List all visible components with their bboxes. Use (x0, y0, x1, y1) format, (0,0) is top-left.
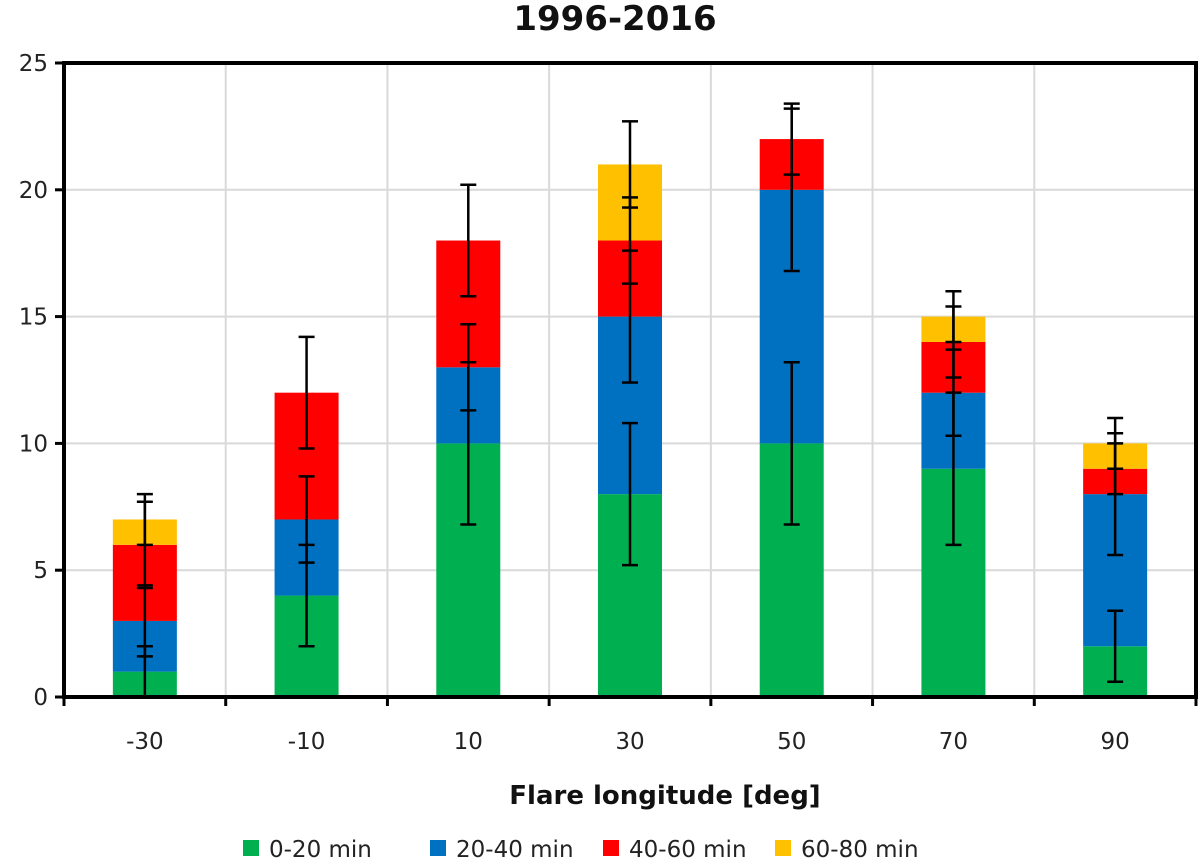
legend-item: 60-80 min (775, 837, 919, 861)
legend: 0-20 min 20-40 min 40-60 min 60-80 min (243, 837, 919, 861)
y-tick-label: 10 (19, 431, 48, 457)
legend-label: 0-20 min (269, 837, 372, 861)
legend-item: 40-60 min (603, 837, 747, 861)
plot-frame (62, 61, 1198, 699)
x-tick-label: 10 (454, 729, 483, 755)
x-tick-label: -10 (288, 729, 326, 755)
chart-title: 1996-2016 (513, 0, 716, 39)
y-tick-label: 15 (19, 305, 48, 331)
legend-swatch (243, 840, 259, 856)
legend-swatch (775, 840, 791, 856)
x-axis-label: Flare longitude [deg] (509, 781, 820, 811)
y-tick-label: 0 (33, 685, 48, 711)
x-tick-label: 30 (615, 729, 644, 755)
legend-label: 60-80 min (801, 837, 919, 861)
tick-labels: 0 5 10 15 20 25 -30 -10 10 30 50 70 90 (19, 51, 1130, 755)
y-tick-label: 5 (33, 558, 48, 584)
y-tick-label: 25 (19, 51, 48, 77)
legend-label: 20-40 min (456, 837, 574, 861)
legend-swatch (603, 840, 619, 856)
legend-item: 20-40 min (430, 837, 574, 861)
error-bars (136, 102, 1124, 699)
y-tick-label: 20 (19, 178, 48, 204)
x-tick-label: 70 (939, 729, 968, 755)
x-tick-label: 50 (777, 729, 806, 755)
axes (55, 61, 1198, 706)
legend-swatch (430, 840, 446, 856)
x-tick-label: 90 (1101, 729, 1130, 755)
x-tick-label: -30 (126, 729, 164, 755)
legend-item: 0-20 min (243, 837, 372, 861)
legend-label: 40-60 min (629, 837, 747, 861)
